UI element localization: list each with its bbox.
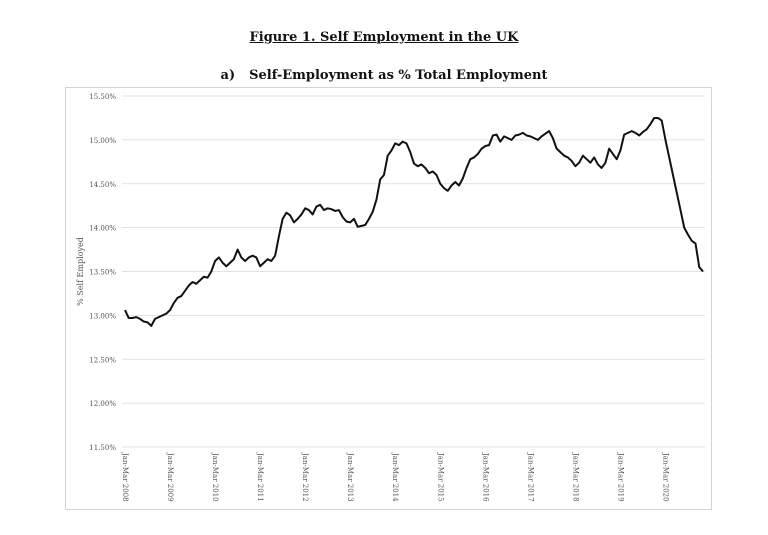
y-tick-label: 13.50% <box>89 269 116 277</box>
y-tick-label: 13.00% <box>89 312 116 320</box>
chart-frame <box>65 87 712 510</box>
x-tick-label: Jan-Mar 2012 <box>301 452 309 502</box>
x-tick-label: Jan-Mar 2018 <box>571 452 579 502</box>
y-tick-label: 12.00% <box>89 400 116 408</box>
x-tick-label: Jan-Mar 2017 <box>526 452 534 502</box>
x-tick-label: Jan-Mar 2011 <box>256 452 264 502</box>
x-tick-label: Jan-Mar 2016 <box>481 452 489 502</box>
y-axis-label: % Self Employed <box>76 237 85 306</box>
x-tick-label: Jan-Mar 2010 <box>211 452 219 502</box>
x-tick-label: Jan-Mar 2020 <box>661 452 669 502</box>
panel-title: a) Self-Employment as % Total Employment <box>0 68 768 83</box>
y-tick-label: 15.00% <box>89 137 116 145</box>
x-tick-label: Jan-Mar 2019 <box>616 452 624 502</box>
series-line <box>124 116 704 327</box>
y-tick-label: 15.50% <box>89 93 116 101</box>
y-tick-label: 14.50% <box>89 181 116 189</box>
figure-title: Figure 1. Self Employment in the UK <box>249 30 519 45</box>
x-tick-label: Jan-Mar 2014 <box>391 452 399 502</box>
panel-label: a) <box>220 68 236 83</box>
x-tick-label: Jan-Mar 2009 <box>166 452 174 502</box>
panel-title-text: Self-Employment as % Total Employment <box>249 68 548 83</box>
y-tick-label: 12.50% <box>89 356 116 364</box>
y-tick-label: 14.00% <box>89 225 116 233</box>
x-tick-label: Jan-Mar 2015 <box>436 452 444 502</box>
x-tick-label: Jan-Mar 2013 <box>346 452 354 502</box>
y-tick-label: 11.50% <box>89 444 116 452</box>
x-tick-label: Jan-Mar 2008 <box>121 452 129 502</box>
